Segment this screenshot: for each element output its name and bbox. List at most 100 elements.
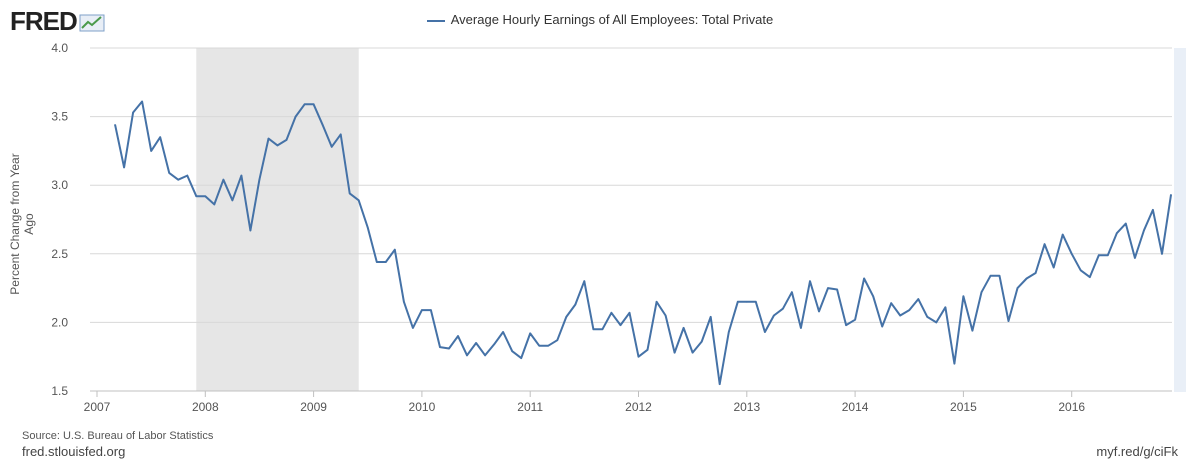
- y-tick-label: 2.5: [51, 247, 68, 261]
- data-point: [727, 331, 730, 333]
- data-point: [800, 327, 802, 329]
- data-point: [1016, 287, 1019, 289]
- x-tick-label: 2007: [84, 400, 111, 414]
- data-point: [385, 261, 387, 263]
- data-point: [186, 174, 189, 177]
- x-tick-label: 2009: [300, 400, 327, 414]
- data-point: [502, 331, 504, 333]
- data-point: [998, 274, 1001, 277]
- data-point: [132, 111, 134, 114]
- short-link[interactable]: myf.red/g/ciFk: [1096, 444, 1178, 459]
- data-point: [141, 100, 143, 103]
- data-point: [412, 327, 414, 329]
- data-point: [574, 303, 577, 306]
- data-point: [303, 103, 306, 106]
- data-point: [980, 291, 983, 294]
- series-line: [114, 100, 1172, 386]
- data-point: [1070, 253, 1073, 255]
- data-point: [394, 248, 396, 251]
- data-point: [962, 295, 965, 298]
- data-point: [357, 199, 360, 202]
- data-point: [339, 133, 342, 136]
- data-point: [475, 342, 477, 344]
- data-point: [1125, 222, 1127, 225]
- chart-logo-icon: [79, 14, 105, 32]
- data-point: [1043, 243, 1046, 245]
- data-point: [872, 295, 874, 298]
- data-point: [222, 178, 225, 181]
- data-point: [484, 354, 486, 357]
- recession-shading: [196, 48, 359, 391]
- data-point: [890, 302, 892, 304]
- data-point: [845, 324, 847, 326]
- y-tick-label: 1.5: [51, 384, 68, 398]
- data-point: [258, 178, 261, 181]
- data-point: [989, 274, 992, 277]
- data-point: [601, 328, 604, 331]
- y-tick-label: 4.0: [51, 41, 68, 55]
- fred-logo-text: FRED: [10, 6, 78, 36]
- data-point: [312, 103, 315, 106]
- x-tick-label: 2011: [517, 400, 543, 414]
- data-point: [691, 351, 694, 354]
- source-note: Source: U.S. Bureau of Labor Statistics: [22, 430, 214, 442]
- data-point: [249, 229, 252, 232]
- data-point: [529, 332, 531, 335]
- data-point: [231, 199, 234, 202]
- data-point: [294, 115, 297, 118]
- data-point: [1061, 233, 1064, 236]
- data-point: [366, 226, 369, 229]
- data-point: [854, 318, 856, 321]
- fred-logo[interactable]: FRED: [10, 6, 105, 37]
- data-point: [628, 311, 631, 314]
- data-point: [755, 301, 757, 303]
- data-point: [673, 351, 676, 354]
- data-point: [700, 340, 703, 343]
- data-point: [511, 350, 513, 353]
- data-point: [538, 344, 541, 347]
- data-point: [123, 166, 125, 169]
- data-point: [114, 124, 116, 126]
- data-point: [610, 311, 613, 314]
- data-point: [285, 139, 288, 141]
- data-point: [583, 280, 586, 283]
- data-point: [836, 288, 838, 291]
- data-point: [953, 362, 956, 365]
- data-point: [682, 327, 685, 329]
- chart: 1.5 2.0 2.5 3.0 3.5 4.0 2007 2008 2009 2010 2011 20…: [51, 41, 1186, 414]
- y-tick-label: 3.5: [51, 110, 68, 124]
- data-point: [1052, 266, 1055, 269]
- x-tick-label: 2013: [733, 400, 760, 414]
- data-point: [1007, 320, 1010, 322]
- data-point: [764, 331, 766, 333]
- data-point: [773, 314, 775, 317]
- legend[interactable]: Average Hourly Earnings of All Employees…: [0, 12, 1200, 27]
- x-tick-label: 2012: [625, 400, 652, 414]
- data-point: [430, 309, 432, 311]
- data-point: [1079, 269, 1082, 272]
- data-point: [709, 316, 712, 318]
- data-point: [718, 383, 721, 385]
- data-point: [1143, 229, 1145, 232]
- data-point: [177, 178, 180, 181]
- site-link[interactable]: fred.stlouisfed.org: [22, 444, 126, 459]
- x-tick-label: 2010: [409, 400, 436, 414]
- data-point: [348, 192, 351, 195]
- data-point: [457, 335, 459, 337]
- data-point: [1116, 232, 1118, 235]
- scroll-strip: [1174, 48, 1186, 392]
- x-tick-label: 2016: [1058, 400, 1085, 414]
- data-point: [403, 301, 405, 303]
- data-point: [736, 301, 739, 303]
- data-point: [1152, 209, 1154, 211]
- data-point: [240, 174, 243, 177]
- data-point: [646, 349, 649, 351]
- data-point: [926, 316, 929, 318]
- legend-swatch: [426, 19, 445, 22]
- data-point: [321, 124, 324, 126]
- data-point: [547, 344, 550, 347]
- data-point: [818, 310, 820, 313]
- data-point: [168, 172, 170, 174]
- data-point: [330, 145, 333, 148]
- data-point: [267, 137, 270, 140]
